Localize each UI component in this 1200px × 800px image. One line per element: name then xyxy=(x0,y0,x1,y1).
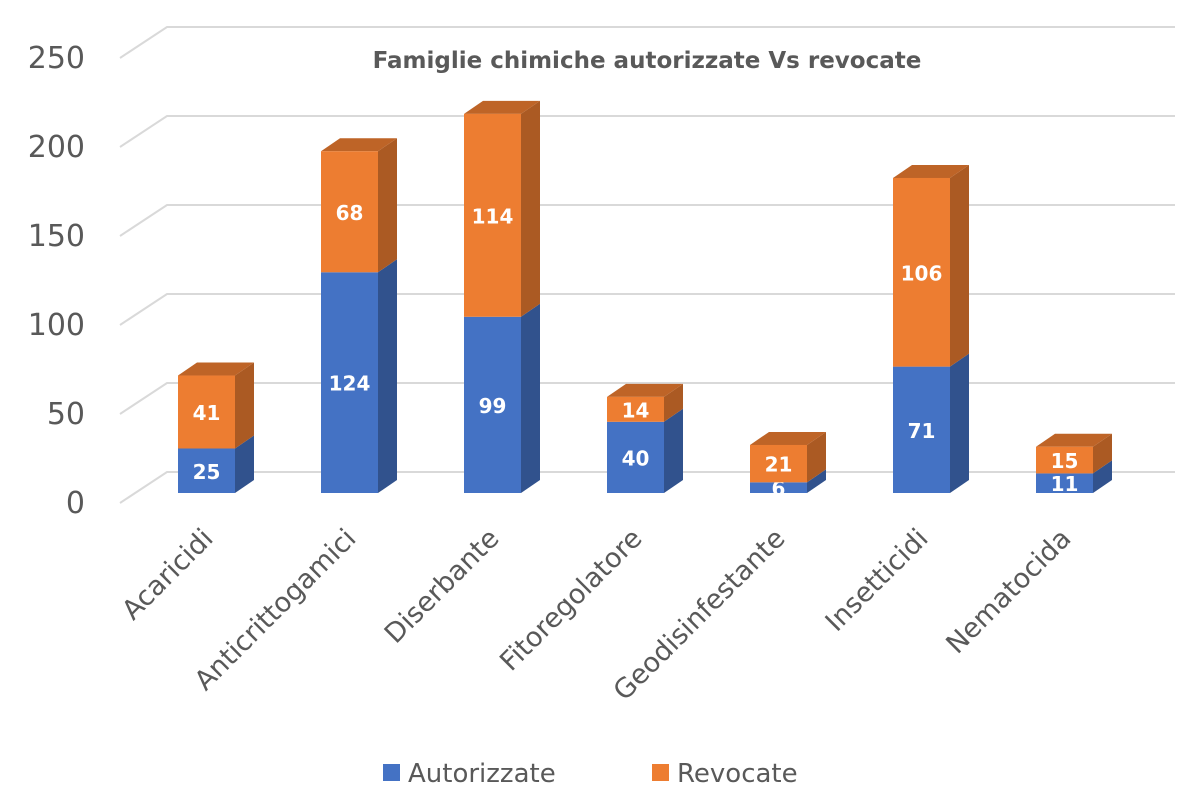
category-label: Fitoregolatore xyxy=(494,523,648,677)
bar-side-revocate xyxy=(664,383,683,422)
bar-stack-geodisinfestante: 621 xyxy=(750,431,826,501)
bar-top-revocate xyxy=(607,383,683,397)
bar-stack-acaricidi: 25 41 xyxy=(178,362,254,493)
y-tick-label: 50 xyxy=(47,397,85,432)
bar-side-revocate xyxy=(807,431,826,483)
data-label-autorizzate: 99 xyxy=(479,394,507,418)
bar-autorizzate xyxy=(1036,473,1093,493)
bar-autorizzate xyxy=(607,421,664,493)
category-label: Acaricidi xyxy=(116,523,219,626)
y-tick-label: 200 xyxy=(28,130,85,165)
bar-autorizzate xyxy=(893,366,950,493)
bar-side-autorizzate xyxy=(1093,460,1112,493)
bar-autorizzate xyxy=(464,316,521,493)
bar-side-autorizzate xyxy=(807,469,826,493)
gridline xyxy=(119,26,1175,59)
legend-label-autorizzate: Autorizzate xyxy=(408,759,556,789)
data-label-revocate: 114 xyxy=(472,204,514,228)
bar-side-revocate xyxy=(950,164,969,367)
bar-stack-fitoregolatore: 40 14 xyxy=(607,383,683,493)
data-label-autorizzate: 11 xyxy=(1051,472,1079,496)
data-label-autorizzate: 40 xyxy=(622,446,650,470)
bar-side-revocate xyxy=(378,138,397,273)
bar-revocate xyxy=(464,113,521,317)
bar-side-autorizzate xyxy=(235,435,254,493)
category-label: Insetticidi xyxy=(820,523,935,638)
bar-top-revocate xyxy=(893,164,969,178)
bar-top-revocate xyxy=(178,362,254,376)
bar-top-revocate xyxy=(750,431,826,445)
data-label-revocate: 21 xyxy=(765,453,793,477)
legend: Autorizzate Revocate xyxy=(383,759,798,789)
bar-stack-anticrittogamici: 124 68 xyxy=(321,138,397,493)
chart-title: Famiglie chimiche autorizzate Vs revocat… xyxy=(373,48,922,74)
data-label-autorizzate: 6 xyxy=(772,477,786,501)
gridline xyxy=(119,204,1175,237)
category-label: Nematocida xyxy=(940,523,1077,660)
bar-side-revocate xyxy=(1093,433,1112,474)
gridlines xyxy=(119,26,1175,504)
category-label: Diserbante xyxy=(379,523,506,650)
y-tick-label: 150 xyxy=(28,219,85,254)
bar-top-revocate xyxy=(464,100,540,114)
y-axis-ticks: 0 50 100 150 200 250 xyxy=(28,41,85,521)
legend-label-revocate: Revocate xyxy=(677,759,798,789)
gridline xyxy=(119,382,1175,415)
bar-revocate xyxy=(178,375,235,449)
bar-revocate xyxy=(1036,446,1093,474)
bar-revocate xyxy=(893,177,950,367)
bar-autorizzate xyxy=(750,482,807,493)
legend-swatch-revocate xyxy=(652,764,669,781)
data-label-revocate: 106 xyxy=(901,261,943,285)
bar-autorizzate xyxy=(321,272,378,493)
data-label-revocate: 41 xyxy=(193,401,221,425)
bar-side-revocate xyxy=(521,100,540,317)
data-label-revocate: 15 xyxy=(1051,449,1079,473)
data-label-autorizzate: 124 xyxy=(329,372,371,396)
bar-autorizzate xyxy=(178,448,235,493)
bar-side-autorizzate xyxy=(378,259,397,493)
data-label-revocate: 68 xyxy=(336,201,364,225)
data-label-autorizzate: 71 xyxy=(908,419,936,443)
bar-revocate xyxy=(750,444,807,483)
data-label-revocate: 14 xyxy=(622,398,650,422)
bar-stack-diserbante: 99 114 xyxy=(464,100,540,493)
legend-swatch-autorizzate xyxy=(383,764,400,781)
bar-side-autorizzate xyxy=(664,408,683,493)
bar-revocate xyxy=(607,396,664,422)
bar-stack-insetticidi: 71 106 xyxy=(893,164,969,493)
gridline xyxy=(119,471,1175,504)
bar-side-revocate xyxy=(235,362,254,449)
y-tick-label: 100 xyxy=(28,308,85,343)
gridline xyxy=(119,115,1175,148)
bar-top-revocate xyxy=(1036,433,1112,447)
gridline xyxy=(119,293,1175,326)
y-tick-label: 0 xyxy=(66,486,85,521)
bar-side-autorizzate xyxy=(950,353,969,493)
bar-side-autorizzate xyxy=(521,303,540,493)
data-label-autorizzate: 25 xyxy=(193,460,221,484)
y-tick-label: 250 xyxy=(28,41,85,76)
bar-revocate xyxy=(321,151,378,273)
bar-top-revocate xyxy=(321,138,397,152)
